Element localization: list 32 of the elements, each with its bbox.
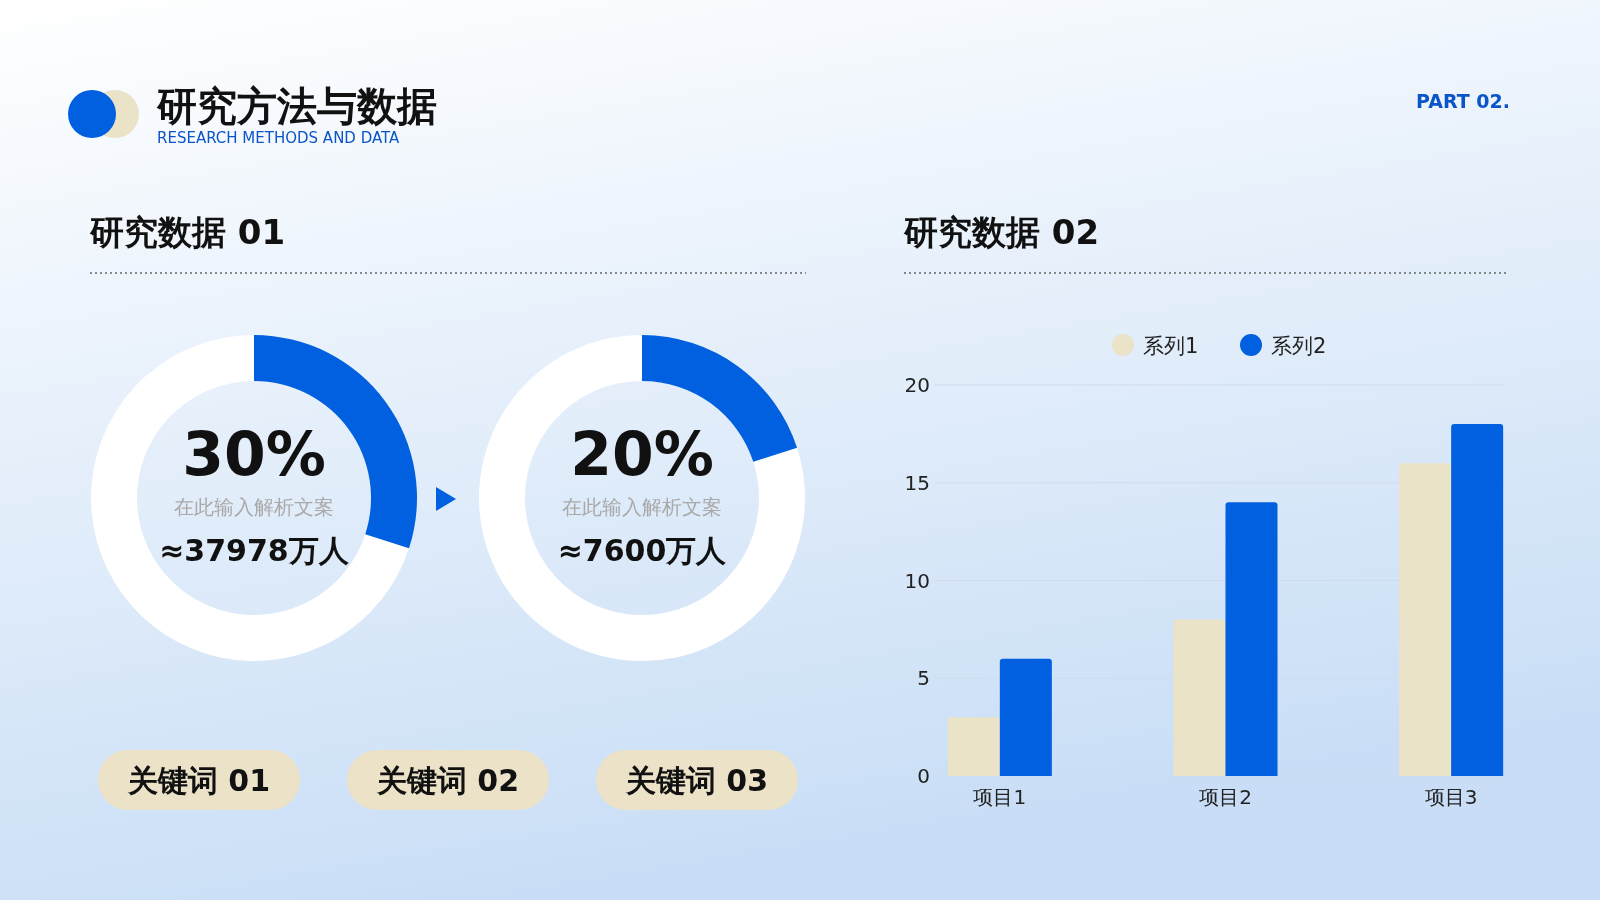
x-tick-label: 项目3 xyxy=(1424,785,1478,809)
x-tick-label: 项目1 xyxy=(973,785,1027,809)
text: ≈37978万人 xyxy=(159,533,350,568)
y-tick-label: 10 xyxy=(904,568,930,593)
bar xyxy=(1451,424,1504,776)
donut-slice xyxy=(91,335,410,661)
text: ≈7600万人 xyxy=(557,533,728,568)
text: 在此输入解析文案 xyxy=(174,495,334,519)
y-tick-label: 20 xyxy=(904,373,930,397)
text: 30% xyxy=(182,419,326,489)
legend-label: 系列1 xyxy=(1143,334,1199,358)
legend-label: 系列2 xyxy=(1271,334,1327,358)
bar xyxy=(1173,619,1226,776)
text: 关键词 03 xyxy=(624,763,769,798)
y-tick-label: 0 xyxy=(917,764,930,788)
text: 研究方法与数据 xyxy=(156,83,437,129)
text: 关键词 02 xyxy=(375,763,520,798)
y-tick-label: 5 xyxy=(917,666,930,691)
bar xyxy=(1225,502,1278,776)
text: RESEARCH METHODS AND DATA xyxy=(157,129,401,147)
y-tick-label: 15 xyxy=(904,470,930,495)
text: 在此输入解析文案 xyxy=(562,495,722,519)
text: 关键词 01 xyxy=(126,763,271,798)
chart-title: 研究数据 01 xyxy=(89,212,286,252)
x-tick-label: 项目2 xyxy=(1199,785,1252,809)
donut-slice xyxy=(479,335,805,661)
bar xyxy=(1399,463,1452,776)
bar xyxy=(947,717,1000,776)
chart-title: 研究数据 02 xyxy=(903,212,1100,252)
text: 20% xyxy=(570,419,714,489)
bar xyxy=(999,658,1052,776)
text: PART 02. xyxy=(1416,90,1510,112)
